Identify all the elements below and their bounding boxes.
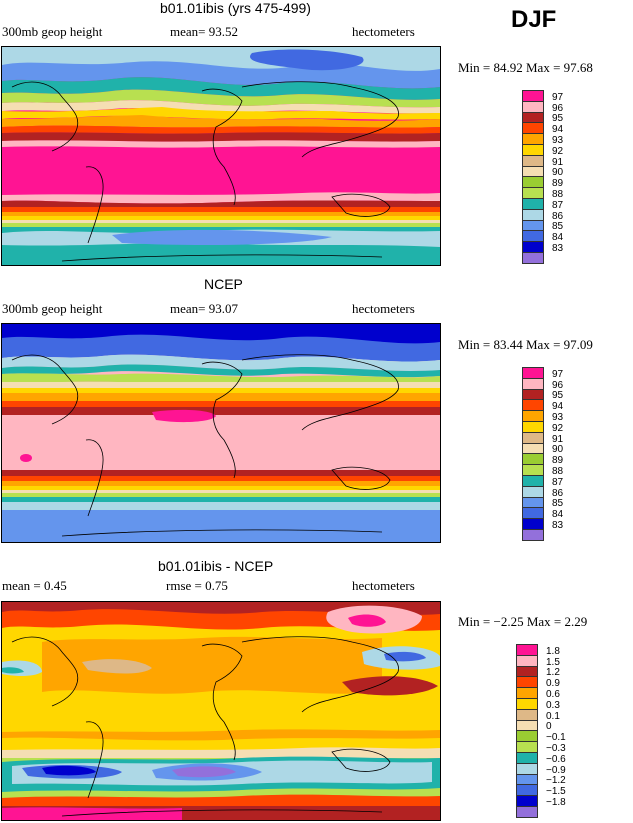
colorbar-label: 0.3 <box>546 699 560 711</box>
colorbar-label: 86 <box>552 210 564 222</box>
panel2-mean-text: mean= 93.07 <box>170 301 238 316</box>
colorbar-label: −1.8 <box>546 797 566 808</box>
panel1-colorbar: 97 96 95 94 93 92 91 90 89 88 87 86 85 84 83 <box>522 90 612 266</box>
panel2-contour-field <box>2 324 440 542</box>
panel1-mean-text: mean= 93.52 <box>170 24 238 39</box>
colorbar-swatch <box>522 252 544 264</box>
panel2-title: NCEP <box>204 276 243 292</box>
colorbar-label: 1.2 <box>546 667 560 679</box>
colorbar-label: 91 <box>552 433 564 445</box>
colorbar-label: 92 <box>552 422 564 434</box>
colorbar-label: 96 <box>552 379 564 391</box>
colorbar-label: 89 <box>552 455 564 467</box>
panel3-units-text: hectometers <box>352 578 415 593</box>
colorbar-label: 85 <box>552 498 564 510</box>
colorbar-label: 92 <box>552 145 564 157</box>
panel3-contour-field <box>2 602 440 820</box>
panel1-map <box>1 46 441 266</box>
colorbar-label: 85 <box>552 221 564 233</box>
colorbar-label: 95 <box>552 113 564 125</box>
panel3-minmax: Min = −2.25 Max = 2.29 <box>458 614 588 629</box>
panel3-colorbar: 1.8 1.5 1.2 0.9 0.6 0.3 0.1 0 −0.1 −0.3 −0.6 −0.9 −1… <box>516 644 606 820</box>
panel1-minmax: Min = 84.92 Max = 97.68 <box>458 60 593 75</box>
colorbar-label: 91 <box>552 156 564 168</box>
colorbar-label: 1.8 <box>546 645 560 657</box>
colorbar-label: 97 <box>552 91 564 103</box>
colorbar-label: −0.1 <box>546 732 566 744</box>
colorbar-label: 90 <box>552 167 564 179</box>
colorbar-label: −1.2 <box>546 775 566 787</box>
colorbar-label: 0.6 <box>546 689 560 700</box>
panel2-minmax: Min = 83.44 Max = 97.09 <box>458 337 593 352</box>
colorbar-label: 84 <box>552 509 564 521</box>
panel1-contour-field <box>2 47 440 265</box>
colorbar-label: 83 <box>552 243 564 254</box>
colorbar-swatch <box>522 529 544 541</box>
colorbar-label: 0 <box>546 721 552 733</box>
colorbar-label: −0.9 <box>546 764 566 776</box>
colorbar-label: 1.5 <box>546 656 560 668</box>
colorbar-label: 96 <box>552 102 564 114</box>
panel2-units-text: hectometers <box>352 301 415 316</box>
colorbar-label: 97 <box>552 368 564 380</box>
colorbar-label: 94 <box>552 124 564 136</box>
colorbar-label: −0.6 <box>546 753 566 765</box>
colorbar-label: 87 <box>552 199 564 211</box>
panel2-map <box>1 323 441 543</box>
colorbar-label: 90 <box>552 444 564 456</box>
colorbar-label: −1.5 <box>546 786 566 798</box>
panel1-left-text: 300mb geop height <box>2 24 103 39</box>
colorbar-label: −0.3 <box>546 743 566 754</box>
colorbar-label: 83 <box>552 520 564 531</box>
panel1-title: b01.01ibis (yrs 475-499) <box>160 0 311 16</box>
panel2-left-text: 300mb geop height <box>2 301 103 316</box>
panel1-units-text: hectometers <box>352 24 415 39</box>
panel3-rmse-text: rmse = 0.75 <box>166 578 228 593</box>
panel3-mean-text: mean = 0.45 <box>2 578 67 593</box>
colorbar-swatch <box>516 806 538 818</box>
season-label: DJF <box>511 6 557 33</box>
colorbar-label: 88 <box>552 189 564 200</box>
colorbar-label: 93 <box>552 135 564 146</box>
colorbar-label: 95 <box>552 390 564 402</box>
colorbar-label: 86 <box>552 487 564 499</box>
panel3-map <box>1 601 441 821</box>
colorbar-label: 93 <box>552 412 564 423</box>
colorbar-label: 94 <box>552 401 564 413</box>
panel3-title: b01.01ibis - NCEP <box>158 558 274 574</box>
colorbar-label: 87 <box>552 476 564 488</box>
colorbar-label: 88 <box>552 466 564 477</box>
colorbar-label: 0.9 <box>546 678 560 690</box>
colorbar-label: 84 <box>552 232 564 244</box>
colorbar-label: 89 <box>552 178 564 190</box>
colorbar-label: 0.1 <box>546 710 560 722</box>
panel2-colorbar: 97 96 95 94 93 92 91 90 89 88 87 86 85 84 83 <box>522 367 612 543</box>
